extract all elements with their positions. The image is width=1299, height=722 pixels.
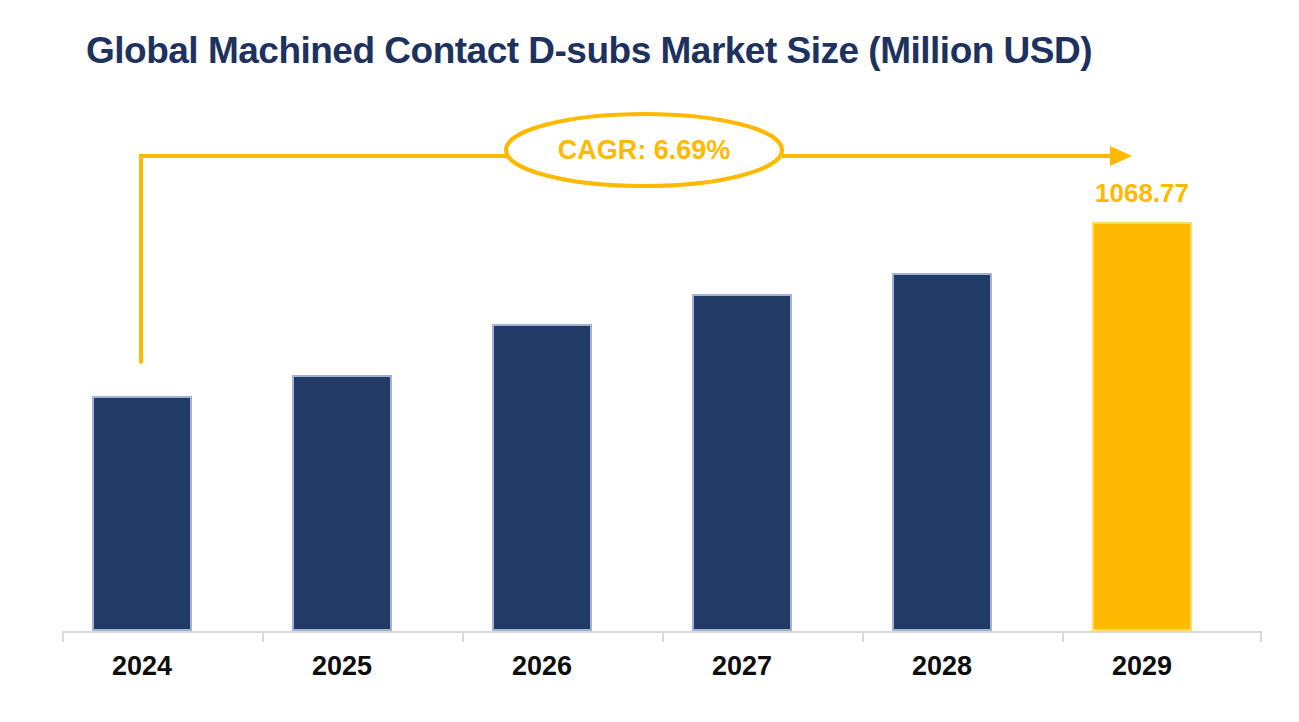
x-axis-tick — [662, 631, 664, 642]
x-axis-tick — [462, 631, 464, 642]
bar-2026 — [492, 324, 592, 631]
bar-2024 — [92, 396, 192, 631]
x-axis-label-2025: 2025 — [242, 651, 442, 682]
x-axis-label-2024: 2024 — [42, 651, 242, 682]
chart-canvas: Global Machined Contact D-subs Market Si… — [0, 0, 1299, 722]
x-axis-tick — [62, 631, 64, 642]
x-axis-tick — [862, 631, 864, 642]
x-axis-tick — [1062, 631, 1064, 642]
x-axis-tick — [262, 631, 264, 642]
x-axis-label-2029: 2029 — [1042, 651, 1242, 682]
x-axis-label-2026: 2026 — [442, 651, 642, 682]
x-axis-label-2028: 2028 — [842, 651, 1042, 682]
bar-2027 — [692, 294, 792, 631]
x-axis-label-2027: 2027 — [642, 651, 842, 682]
bar-2029: 1068.77 — [1092, 222, 1192, 631]
plot-area: 202420252026202720281068.772029 — [62, 150, 1262, 633]
bar-2025 — [292, 375, 392, 631]
bar-2028 — [892, 273, 992, 631]
chart-title: Global Machined Contact D-subs Market Si… — [86, 30, 1092, 72]
bar-value-label-2029: 1068.77 — [1042, 178, 1242, 209]
x-axis-tick — [1260, 631, 1262, 642]
